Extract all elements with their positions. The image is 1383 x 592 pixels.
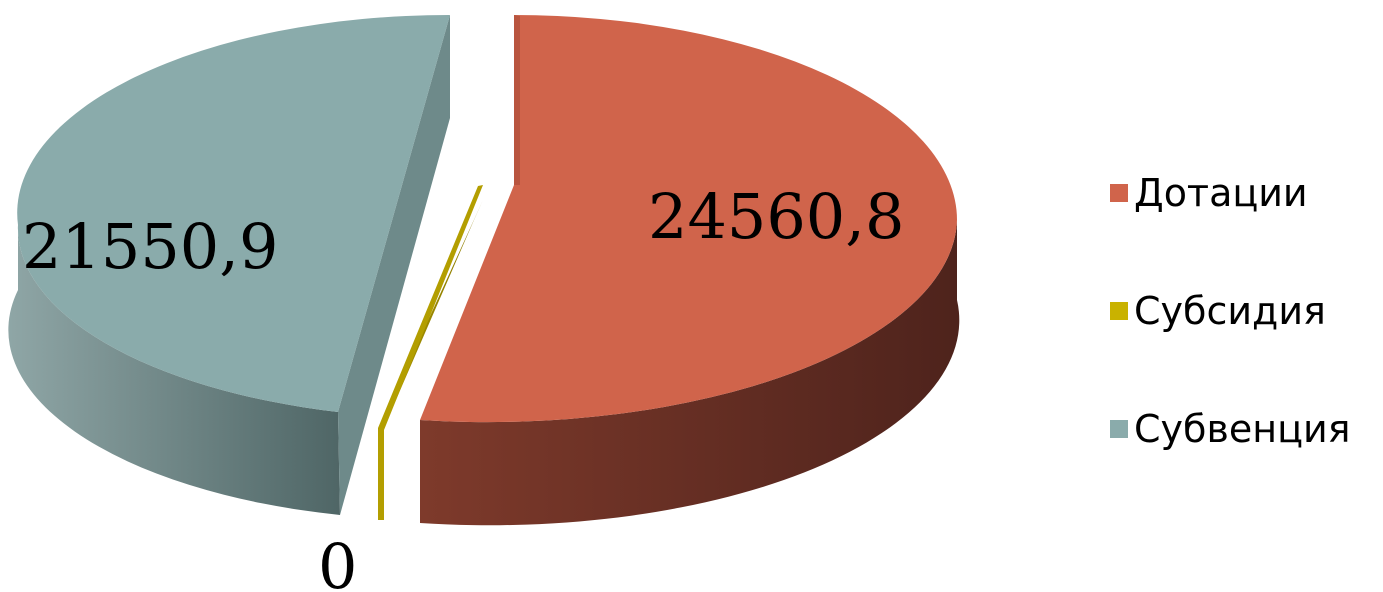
legend-label-grants: Дотации — [1134, 171, 1308, 215]
legend-label-subvention: Субвенция — [1134, 407, 1351, 451]
data-label-subvention: 21550,9 — [22, 210, 278, 283]
slice-subvention-top — [17, 14, 450, 413]
legend-item-subvention: Субвенция — [1110, 401, 1351, 457]
slice-subvention[interactable] — [8, 14, 450, 515]
data-label-grants: 24560,8 — [648, 180, 904, 253]
legend-label-subsidy: Субсидия — [1134, 289, 1326, 333]
slice-subvention-cut — [338, 15, 450, 515]
legend-item-subsidy: Субсидия — [1110, 283, 1351, 339]
slice-grants-side — [420, 220, 960, 526]
slice-grants[interactable] — [420, 15, 960, 526]
chart-legend: Дотации Субсидия Субвенция — [1110, 165, 1351, 519]
slice-grants-rim — [514, 15, 520, 185]
legend-swatch-grants — [1110, 184, 1128, 202]
slice-subvention-side — [8, 225, 340, 515]
legend-swatch-subvention — [1110, 420, 1128, 438]
slice-grants-top — [420, 15, 957, 423]
legend-item-grants: Дотации — [1110, 165, 1351, 221]
data-label-subsidy: 0 — [318, 530, 357, 592]
legend-swatch-subsidy — [1110, 302, 1128, 320]
